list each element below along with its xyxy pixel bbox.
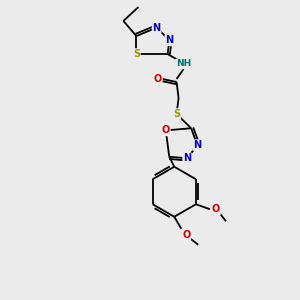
Text: N: N <box>183 153 191 163</box>
Text: S: S <box>173 109 180 119</box>
Text: O: O <box>182 230 190 240</box>
Text: NH: NH <box>176 59 191 68</box>
Text: O: O <box>212 204 220 214</box>
Text: O: O <box>154 74 162 84</box>
Text: S: S <box>133 49 140 59</box>
Text: N: N <box>153 22 161 33</box>
Text: N: N <box>193 140 201 150</box>
Text: O: O <box>162 125 170 135</box>
Text: N: N <box>165 35 173 45</box>
